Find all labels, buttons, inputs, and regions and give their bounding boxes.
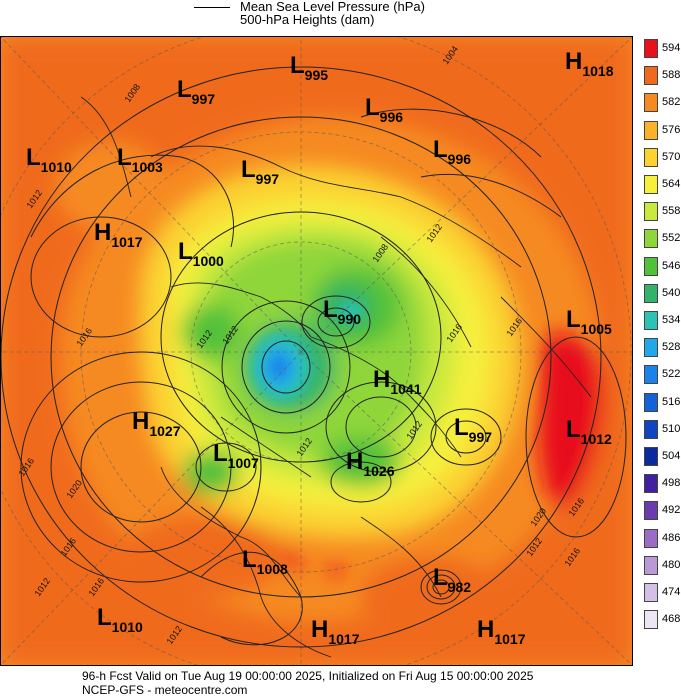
colorbar-label: 588 xyxy=(662,69,681,82)
colorbar-label: 576 xyxy=(662,123,681,136)
colorbar-label: 528 xyxy=(662,341,681,354)
colorbar-label: 546 xyxy=(662,259,681,272)
colorbar-swatch xyxy=(644,583,658,602)
colorbar-swatch xyxy=(644,610,658,630)
high-pressure-center: H1017 xyxy=(311,616,360,647)
low-pressure-center: L1010 xyxy=(97,604,143,635)
colorbar-label: 492 xyxy=(662,504,681,517)
colorbar-swatch xyxy=(644,66,658,86)
colorbar-label: 510 xyxy=(662,422,681,435)
height-shading xyxy=(1,37,632,665)
colorbar-swatch xyxy=(644,256,658,276)
colorbar-swatch xyxy=(644,229,658,249)
colorbar-label: 558 xyxy=(662,205,681,218)
colorbar: 594 588 582 576 570 564 558 552 546 540 534 528 522 5… xyxy=(644,36,680,666)
source-credit: NCEP-GFS - meteocentre.com xyxy=(82,683,248,697)
colorbar-swatch xyxy=(644,555,658,575)
low-pressure-center: L1010 xyxy=(26,144,72,175)
high-pressure-center: H1026 xyxy=(346,448,395,479)
low-pressure-center: L990 xyxy=(323,296,361,327)
colorbar-swatch xyxy=(644,120,658,140)
colorbar-swatch xyxy=(644,202,658,222)
high-pressure-center: H1041 xyxy=(373,366,422,397)
colorbar-label: 516 xyxy=(662,395,681,408)
colorbar-label: 486 xyxy=(662,531,681,544)
legend-line-2: 500-hPa Heights (dam) xyxy=(240,12,375,27)
isobar-line-sample xyxy=(194,7,230,8)
pressure-centers: L995 H1018 L997 L996 L1010 L1003 L997 L996 H1017… xyxy=(26,48,614,647)
low-pressure-center: L996 xyxy=(433,136,471,167)
colorbar-swatch xyxy=(644,528,658,548)
colorbar-label: 474 xyxy=(662,586,681,598)
colorbar-label: 504 xyxy=(662,450,681,462)
colorbar-label: 498 xyxy=(662,477,681,490)
low-pressure-center: L1003 xyxy=(117,144,163,175)
high-pressure-center: H1027 xyxy=(132,408,181,439)
colorbar-swatch xyxy=(644,93,658,113)
colorbar-label: 594 xyxy=(662,42,681,54)
high-pressure-center: H1018 xyxy=(565,48,614,79)
colorbar-swatch xyxy=(644,501,658,521)
low-pressure-center: L997 xyxy=(241,156,279,187)
colorbar-swatch xyxy=(644,175,658,194)
low-pressure-center: L995 xyxy=(290,52,328,83)
legend-line-1: Mean Sea Level Pressure (hPa) xyxy=(240,0,425,14)
colorbar-swatch xyxy=(644,147,658,167)
colorbar-swatch xyxy=(644,365,658,385)
colorbar-label: 522 xyxy=(662,368,681,381)
colorbar-label: 468 xyxy=(662,613,681,626)
colorbar-label: 582 xyxy=(662,96,681,109)
colorbar-label: 564 xyxy=(662,178,681,190)
colorbar-swatch xyxy=(644,338,658,358)
colorbar-swatch xyxy=(644,311,658,330)
high-pressure-center: H1017 xyxy=(94,219,143,250)
colorbar-label: 534 xyxy=(662,314,681,326)
colorbar-swatch xyxy=(644,392,658,412)
colorbar-swatch xyxy=(644,39,658,58)
colorbar-swatch xyxy=(644,474,658,494)
map-legend: Mean Sea Level Pressure (hPa) 500-hPa He… xyxy=(188,0,488,28)
colorbar-label: 570 xyxy=(662,150,681,163)
high-pressure-center: H1017 xyxy=(477,616,526,647)
isobars xyxy=(1,66,627,648)
low-pressure-center: L997 xyxy=(177,76,215,107)
colorbar-label: 552 xyxy=(662,232,681,245)
low-pressure-center: L1000 xyxy=(178,238,224,269)
forecast-valid-text: 96-h Fcst Valid on Tue Aug 19 00:00:00 2… xyxy=(82,669,534,683)
low-pressure-center: L997 xyxy=(454,414,492,445)
low-pressure-center: L1008 xyxy=(242,546,288,577)
colorbar-label: 480 xyxy=(662,558,681,571)
low-pressure-center: L1012 xyxy=(566,416,612,447)
graticule xyxy=(1,37,632,665)
low-pressure-center: L982 xyxy=(433,564,471,595)
colorbar-swatch xyxy=(644,419,658,439)
low-pressure-center: L1005 xyxy=(566,306,612,337)
weather-map: 1004 1008 1012 1012 1008 1016 1012 1016 1016 1012… xyxy=(0,36,633,666)
colorbar-swatch xyxy=(644,283,658,303)
low-pressure-center: L1007 xyxy=(213,440,259,471)
colorbar-swatch xyxy=(644,447,658,466)
low-pressure-center: L996 xyxy=(365,94,403,125)
colorbar-label: 540 xyxy=(662,286,681,299)
